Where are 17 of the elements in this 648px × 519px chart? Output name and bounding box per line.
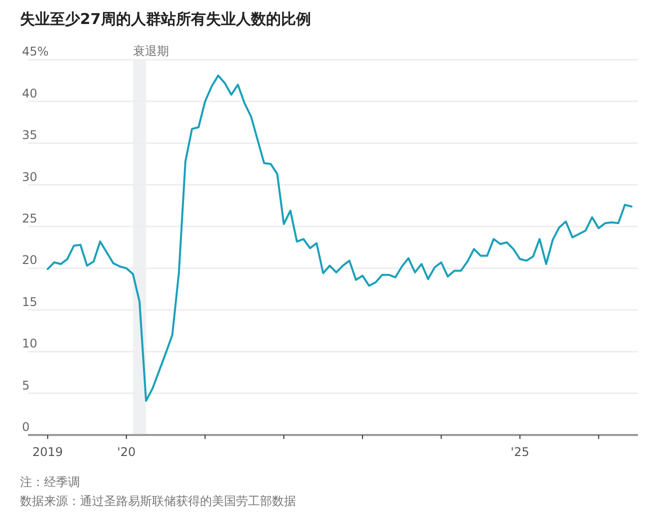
x-tick-label: 2019 <box>32 445 63 459</box>
y-tick-label: 35 <box>22 128 38 142</box>
y-tick-label: 30 <box>22 170 38 184</box>
x-tick-label: '20 <box>117 445 136 459</box>
band-label: 衰退期 <box>132 44 169 58</box>
source-note: 数据来源：通过圣路易斯联储获得的美国劳工部数据 <box>20 494 296 508</box>
chart-title: 失业至少27周的人群站所有失业人数的比例 <box>20 10 311 28</box>
y-tick-label: 10 <box>22 336 38 351</box>
y-tick-label: 0 <box>22 420 30 434</box>
y-tick-label: 25 <box>22 212 38 226</box>
y-tick-label: 5 <box>22 378 30 392</box>
y-tick-label: 45% <box>22 44 49 59</box>
x-tick-label: '25 <box>510 445 530 459</box>
y-tick-label: 20 <box>22 253 38 268</box>
y-tick-label: 40 <box>22 86 38 100</box>
text: 注：经季调 <box>20 475 80 489</box>
y-tick-label: 15 <box>22 294 38 309</box>
